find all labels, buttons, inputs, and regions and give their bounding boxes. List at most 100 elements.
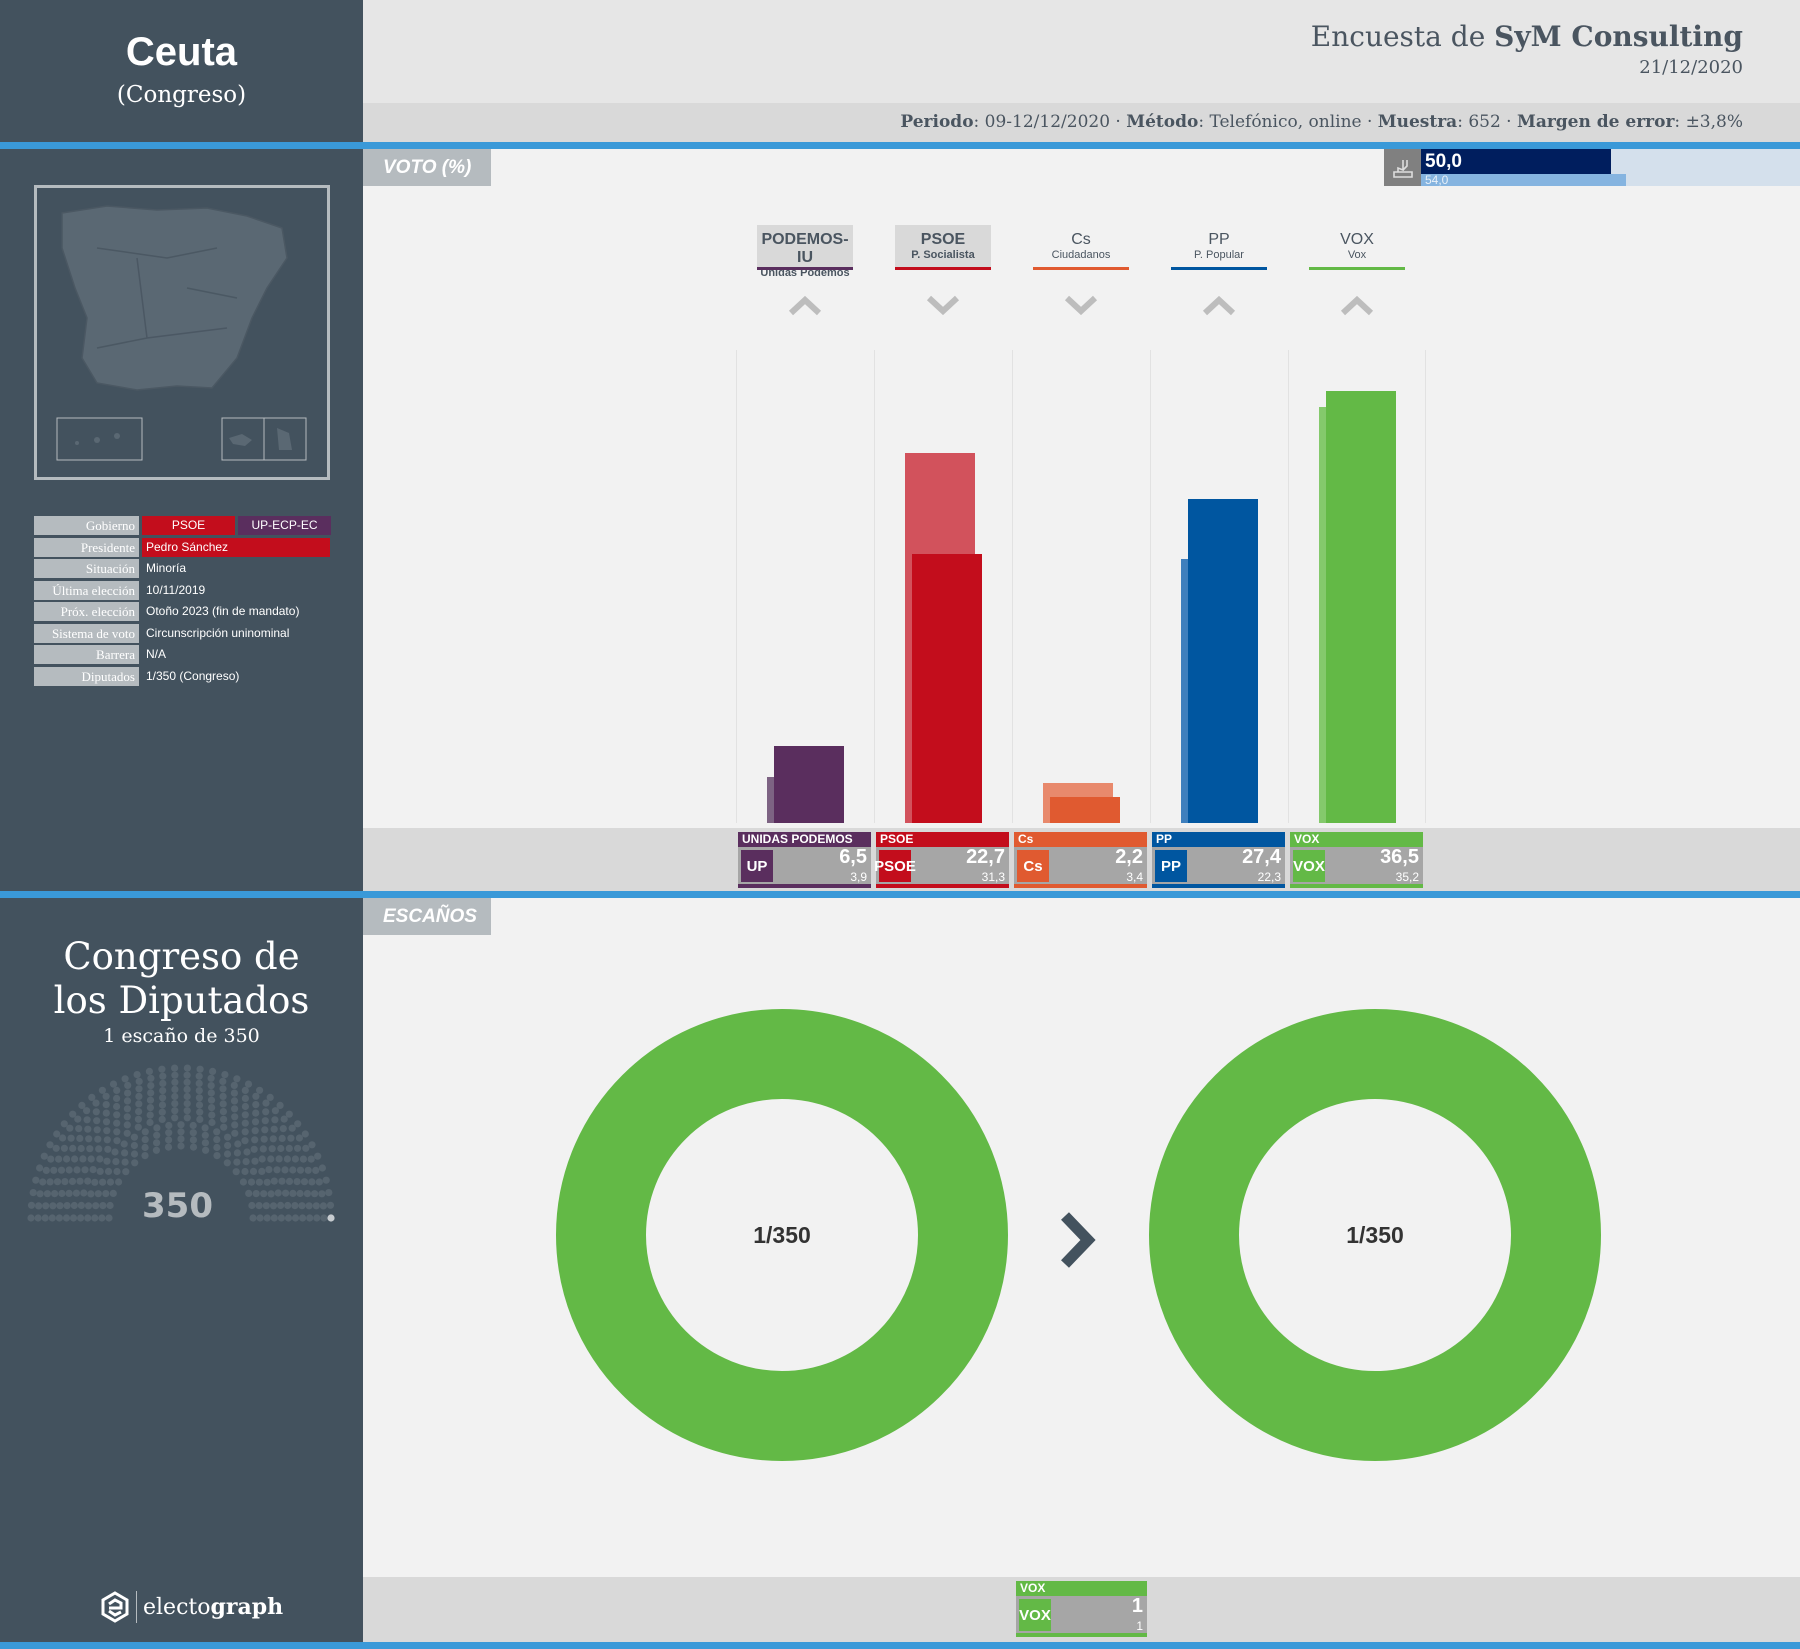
seat-dot xyxy=(106,1178,115,1186)
seat-dot xyxy=(183,1100,191,1108)
seat-dot xyxy=(171,1107,179,1115)
info-label: Presidente xyxy=(34,537,139,557)
seat-dot xyxy=(153,1139,161,1147)
seat-dot xyxy=(158,1108,166,1116)
parliament-subtitle: 1 escaño de 350 xyxy=(103,1025,260,1047)
seat-dot xyxy=(89,1166,97,1174)
seat-dot xyxy=(201,1124,209,1132)
seat-dot xyxy=(56,1202,64,1210)
seats-legend-vox: VOX VOX 1 1 xyxy=(1016,1581,1147,1637)
party-short: PSOE xyxy=(920,231,966,248)
party-short: PODEMOS-IU xyxy=(761,231,849,266)
tab-escanos[interactable]: ESCAÑOS xyxy=(363,898,491,935)
legend-name: Cs xyxy=(1014,832,1147,847)
seat-dot xyxy=(252,1101,260,1109)
seat-dot xyxy=(65,1166,73,1174)
info-label: Barrera xyxy=(34,645,139,664)
seat-dot xyxy=(293,1178,301,1186)
seat-dot xyxy=(135,1077,143,1085)
seat-dot xyxy=(98,1214,106,1222)
seat-dot xyxy=(304,1166,312,1174)
seat-dot xyxy=(105,1214,113,1222)
seat-dot xyxy=(123,1121,131,1129)
seat-dot xyxy=(258,1167,266,1175)
seat-dot xyxy=(164,1143,173,1151)
seat-dot xyxy=(195,1072,203,1080)
legend-name: UNIDAS PODEMOS xyxy=(738,832,871,847)
seat-dot xyxy=(141,1152,149,1160)
info-table: Gobierno PSOE UP-ECP-EC Presidente Pedro Sán… xyxy=(34,516,331,688)
legend-psoe: PSOE PSOE 22,7 31,3 xyxy=(874,832,1009,888)
legend-name: PSOE xyxy=(876,832,1009,847)
seat-dot xyxy=(52,1144,60,1152)
seat-dot xyxy=(263,1214,271,1222)
seat-dot xyxy=(231,1105,239,1113)
seat-dot xyxy=(135,1092,143,1100)
seat-dot xyxy=(289,1189,297,1197)
seat-dot xyxy=(291,1155,299,1163)
seat-dot xyxy=(219,1077,227,1085)
seat-dot xyxy=(57,1166,66,1174)
info-label: Diputados xyxy=(34,666,139,686)
tab-voto[interactable]: VOTO (%) xyxy=(363,149,491,186)
seat-dot xyxy=(278,1177,286,1185)
seat-dot xyxy=(60,1120,68,1128)
legend-cs: Cs Cs 2,2 3,4 xyxy=(1014,832,1147,888)
seat-dot xyxy=(55,1155,63,1163)
seat-dot xyxy=(135,1100,143,1108)
party-short: Cs xyxy=(1071,231,1091,248)
seat-dot xyxy=(221,1071,229,1079)
seat-dot xyxy=(231,1121,239,1129)
meta-value: 09-12/12/2020 xyxy=(984,112,1111,132)
seat-dot xyxy=(307,1155,315,1163)
seat-dot xyxy=(224,1141,232,1150)
seat-dot xyxy=(121,1158,129,1166)
vote-value: 6,5 xyxy=(839,846,867,868)
seat-dot xyxy=(260,1190,268,1198)
seat-dot xyxy=(270,1177,278,1185)
seat-dot xyxy=(196,1065,204,1073)
seat-dot xyxy=(267,1190,275,1198)
seat-dot xyxy=(302,1144,310,1152)
seat-dot xyxy=(261,1117,269,1125)
bar-column xyxy=(874,350,1012,823)
info-label: Gobierno xyxy=(34,516,139,535)
trend-down-icon xyxy=(926,295,960,316)
region-subtitle: (Congreso) xyxy=(116,82,247,108)
donut-current xyxy=(1149,1009,1601,1461)
seats-legend-name: VOX xyxy=(1016,1581,1147,1596)
seat-dot xyxy=(232,1168,240,1176)
poll-date: 21/12/2020 xyxy=(1639,57,1743,78)
seat-dot xyxy=(70,1201,78,1210)
seat-dot xyxy=(251,1157,259,1165)
seat-dot xyxy=(152,1146,160,1154)
info-row: Presidente Pedro Sánchez xyxy=(34,537,330,557)
seat-dot xyxy=(131,1159,139,1167)
seat-dot xyxy=(83,1107,91,1115)
seat-dot xyxy=(189,1136,197,1144)
party-name: Ciudadanos xyxy=(1051,249,1111,261)
seat-dot xyxy=(153,1124,161,1132)
vote-value: 36,5 xyxy=(1380,846,1419,868)
seat-dot xyxy=(115,1178,123,1186)
party-name: P. Popular xyxy=(1194,249,1244,261)
seat-dot xyxy=(134,1115,142,1123)
seat-dot xyxy=(270,1125,278,1133)
seat-dot xyxy=(244,1080,253,1088)
seat-dot xyxy=(274,1189,282,1197)
seat-dot xyxy=(61,1178,69,1186)
seat-dot xyxy=(65,1189,73,1197)
seat-dot xyxy=(177,1121,185,1129)
seat-dot xyxy=(287,1134,295,1142)
seat-dot xyxy=(123,1097,132,1105)
seat-dot xyxy=(106,1201,114,1210)
seat-dot xyxy=(113,1094,121,1102)
seat-dot xyxy=(233,1158,241,1166)
seats-previous-label: 1/350 xyxy=(753,1222,811,1248)
seat-dot xyxy=(213,1143,221,1152)
seat-dot xyxy=(63,1155,71,1163)
divider xyxy=(0,1642,1800,1649)
seat-dot xyxy=(195,1094,203,1102)
seat-dot xyxy=(207,1082,215,1090)
info-label: Sistema de voto xyxy=(34,623,139,643)
